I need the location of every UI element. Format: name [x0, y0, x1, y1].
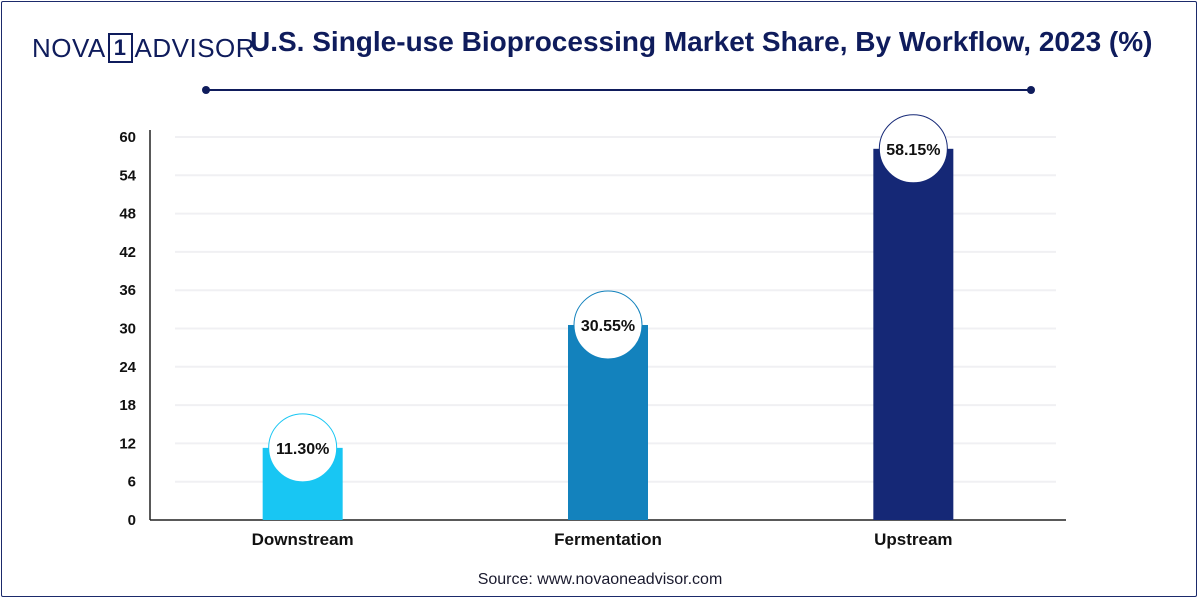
title-divider [205, 89, 1031, 91]
value-badge [268, 413, 338, 483]
y-tick-label: 60 [119, 129, 136, 146]
value-badge [573, 290, 643, 360]
value-badge [878, 114, 948, 184]
source-note: Source: www.novaoneadvisor.com [477, 571, 723, 588]
brand-logo: NOVA 1 ADVISOR [32, 30, 255, 66]
y-tick-label: 42 [119, 244, 136, 261]
brand-logo-text-one: 1 [107, 33, 133, 63]
x-tick-label: Downstream [252, 530, 354, 549]
y-tick-label: 18 [119, 397, 136, 414]
y-tick-label: 24 [119, 359, 136, 376]
x-tick-label: Fermentation [554, 530, 662, 549]
y-tick-label: 30 [119, 321, 136, 338]
y-tick-label: 6 [128, 474, 136, 491]
bar-upstream [873, 148, 954, 520]
brand-logo-text-nova: NOVA [32, 32, 106, 63]
x-tick-label: Upstream [874, 530, 952, 549]
y-tick-label: 12 [119, 435, 136, 452]
brand-logo-text-advisor: ADVISOR [134, 32, 256, 63]
y-tick-label: 36 [119, 282, 136, 299]
divider-dot-right [1027, 86, 1035, 94]
data-label: 11.30% [276, 441, 329, 458]
y-tick-label: 0 [128, 512, 136, 529]
y-tick-label: 48 [119, 206, 136, 223]
data-label: 30.55% [581, 318, 635, 335]
data-label: 58.15% [886, 142, 940, 159]
chart-title: U.S. Single-use Bioprocessing Market Sha… [250, 26, 1153, 57]
y-tick-label: 54 [119, 167, 136, 184]
